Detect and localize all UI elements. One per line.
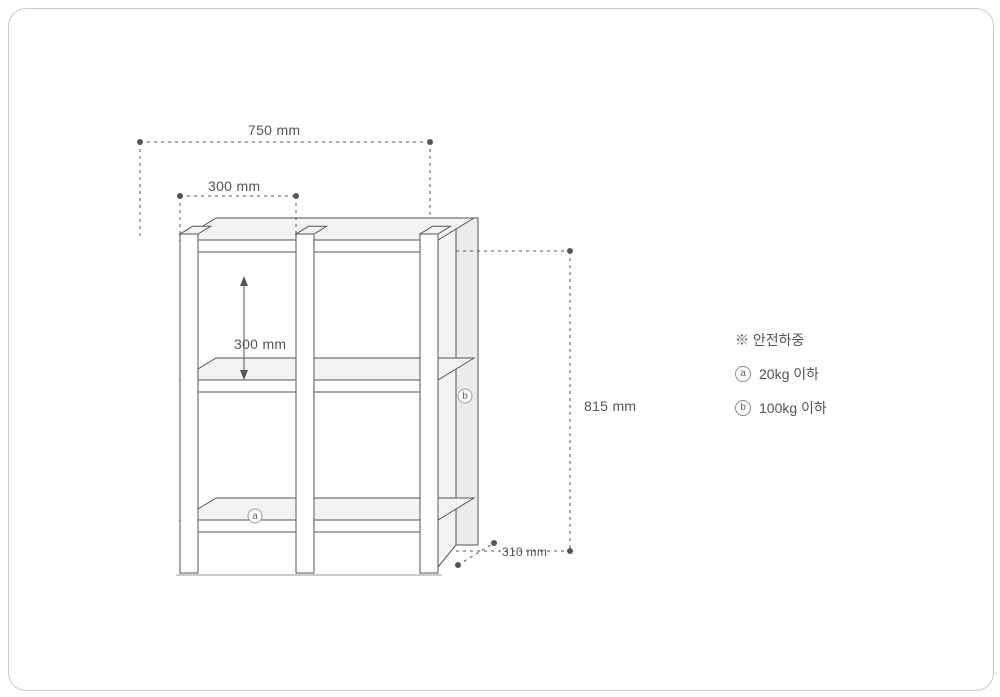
legend-item-a-text: 20kg 이하 <box>759 364 819 384</box>
dim-label-width-750: 750 mm <box>248 122 300 138</box>
dim-label-height-815: 815 mm <box>584 398 636 414</box>
legend-panel: ※ 안전하중 a 20kg 이하 b 100kg 이하 <box>735 330 827 432</box>
legend-title-row: ※ 안전하중 <box>735 330 827 350</box>
legend-marker-b-icon: b <box>735 400 751 416</box>
svg-text:a: a <box>252 511 258 522</box>
legend-item-b-text: 100kg 이하 <box>759 398 827 418</box>
dim-label-depth-310: 310 mm <box>502 545 547 559</box>
dim-label-width-300: 300 mm <box>208 178 260 194</box>
legend-item-a: a 20kg 이하 <box>735 364 827 384</box>
legend-marker-a-icon: a <box>735 366 751 382</box>
diagram-svg: ab <box>0 0 1000 697</box>
svg-text:b: b <box>462 391 468 402</box>
legend-title: ※ 안전하중 <box>735 330 804 350</box>
dim-label-height-300: 300 mm <box>234 336 286 352</box>
diagram-stage: ab 750 mm 300 mm 300 mm 815 mm 310 mm ※ … <box>0 0 1000 697</box>
legend-item-b: b 100kg 이하 <box>735 398 827 418</box>
